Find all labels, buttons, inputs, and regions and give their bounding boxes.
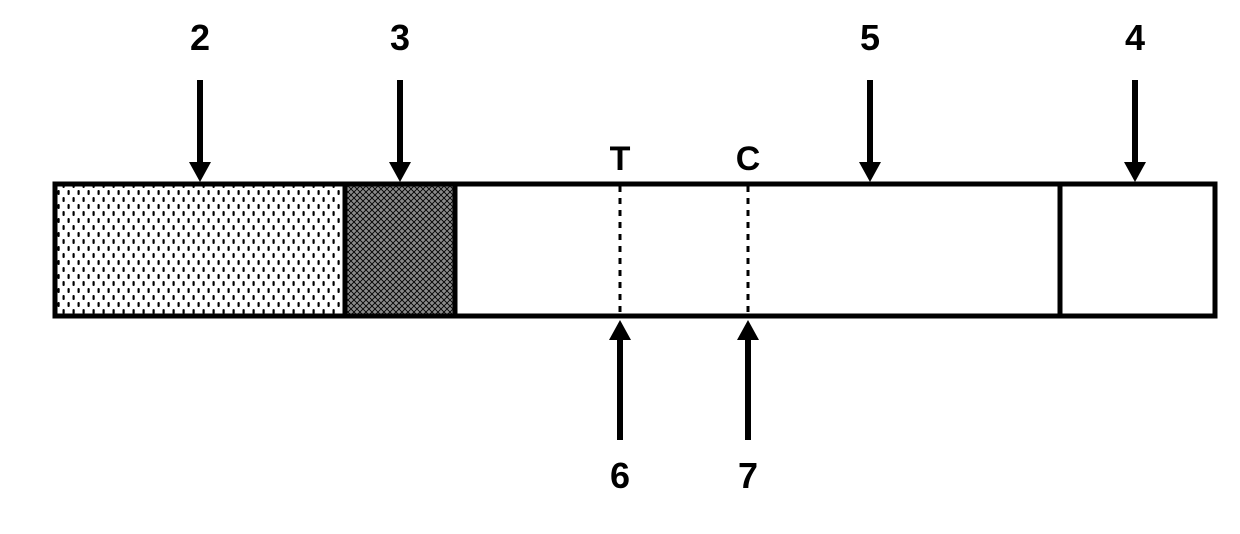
- callout-label-c3: 3: [390, 17, 410, 58]
- arrow-c4: [1124, 80, 1146, 182]
- callout-label-c5: 5: [860, 17, 880, 58]
- arrow-c5: [859, 80, 881, 182]
- arrow-c3: [389, 80, 411, 182]
- line-label-lbl_c: C: [736, 140, 761, 178]
- callout-label-c2: 2: [190, 17, 210, 58]
- callout-label-c7: 7: [738, 455, 758, 496]
- arrow-c2: [189, 80, 211, 182]
- callout-label-c6: 6: [610, 455, 630, 496]
- arrow-c7: [737, 320, 759, 440]
- strip-segment-seg3: [455, 184, 1060, 316]
- strip-segment-seg2: [345, 184, 455, 316]
- callout-label-c4: 4: [1125, 17, 1145, 58]
- line-label-lbl_t: T: [610, 140, 631, 178]
- strip-segment-seg1: [55, 184, 345, 316]
- arrow-c6: [609, 320, 631, 440]
- strip-segment-seg4: [1060, 184, 1215, 316]
- strip: [55, 184, 1215, 316]
